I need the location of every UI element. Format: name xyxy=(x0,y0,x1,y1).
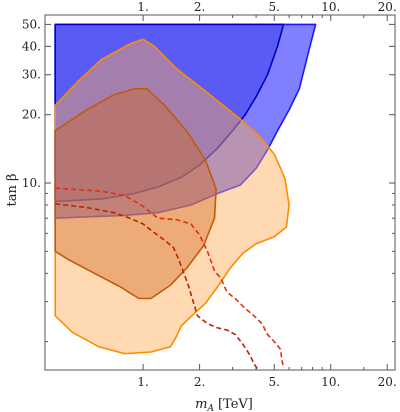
y-tick-label: 10. xyxy=(22,176,41,190)
y-tick-label: 30. xyxy=(22,68,41,82)
x-tick-label-top: 20. xyxy=(378,0,397,14)
x-axis-label: mA [TeV] xyxy=(195,397,253,412)
x-tick-label-bottom: 2. xyxy=(194,375,205,389)
x-tick-label-bottom: 5. xyxy=(269,375,280,389)
curve-dashed-red-upper xyxy=(55,187,285,367)
x-tick-label-top: 1. xyxy=(137,0,148,14)
tick-labels-layer: 1. 1. 2. 2. 5. 5. 10. 10. 20. 20. 10. 20. 30. 40. 50. xyxy=(22,0,397,389)
y-tick-label: 20. xyxy=(22,108,41,122)
region-orange-inner xyxy=(54,88,217,300)
x-tick-label-bottom: 1. xyxy=(137,375,148,389)
y-tick-label: 50. xyxy=(22,17,41,31)
curves-layer xyxy=(55,187,285,370)
y-tick-label: 40. xyxy=(22,39,41,53)
x-tick-label-bottom: 10. xyxy=(321,375,340,389)
plot-frame xyxy=(44,14,396,371)
ticks-layer xyxy=(45,15,395,370)
curve-dashed-red-lower xyxy=(55,203,259,370)
x-tick-label-bottom: 20. xyxy=(378,375,397,389)
y-axis-label: tan β xyxy=(5,174,20,207)
regions-layer xyxy=(54,23,317,355)
x-tick-label-top: 10. xyxy=(321,0,340,14)
x-tick-label-top: 2. xyxy=(194,0,205,14)
x-tick-label-top: 5. xyxy=(269,0,280,14)
region-blue-dark xyxy=(54,23,285,203)
region-orange-outer xyxy=(54,38,290,355)
